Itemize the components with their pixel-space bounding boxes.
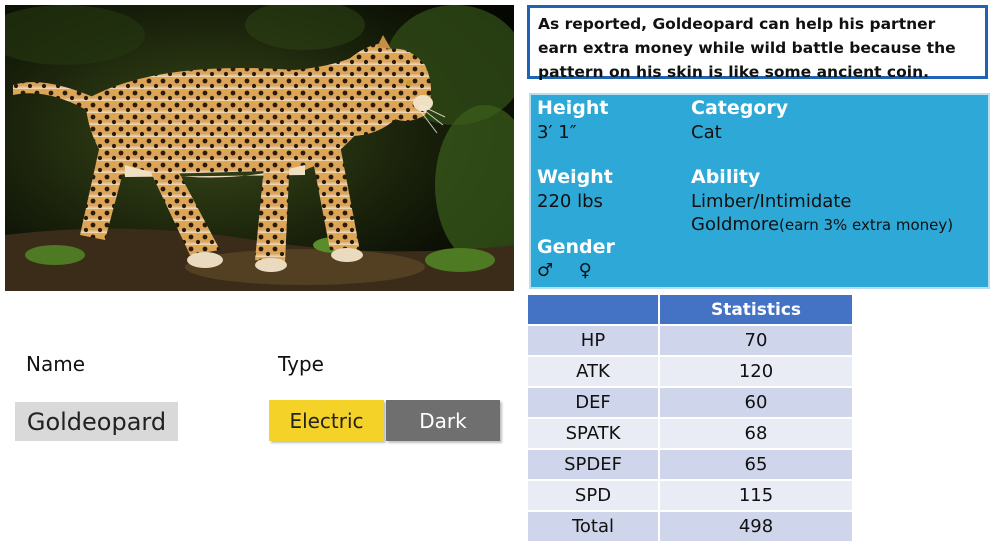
type-badge-electric: Electric (269, 400, 384, 441)
stat-value: 70 (660, 326, 854, 357)
description-text: As reported, Goldeopard can help his par… (538, 15, 956, 81)
stat-value: 65 (660, 450, 854, 481)
stats-table: Statistics HP 70 ATK 120 DEF 60 SPATK 68… (528, 295, 854, 543)
gender-values: ♂ ♀ (537, 260, 592, 281)
table-row: HP 70 (528, 326, 854, 357)
type-dark-label: Dark (419, 408, 467, 433)
height-label: Height (537, 97, 609, 119)
stat-value: 498 (660, 512, 854, 543)
gender-label: Gender (537, 236, 615, 258)
stat-label: HP (528, 326, 660, 357)
name-value-box: Goldeopard (15, 402, 178, 441)
info-panel: Height 3′ 1″ Category Cat Weight 220 lbs… (529, 93, 990, 289)
table-row: Total 498 (528, 512, 854, 543)
stat-label: ATK (528, 357, 660, 388)
weight-label: Weight (537, 166, 613, 188)
ability-goldmore: Goldmore (691, 214, 780, 235)
stat-label: SPD (528, 481, 660, 512)
category-label: Category (691, 97, 789, 119)
category-value: Cat (691, 122, 722, 143)
type-label: Type (278, 352, 324, 376)
table-row: SPD 115 (528, 481, 854, 512)
type-badge-dark: Dark (386, 400, 500, 441)
stat-value: 68 (660, 419, 854, 450)
male-icon: ♂ (537, 260, 554, 281)
ability-label: Ability (691, 166, 761, 188)
stat-label: Total (528, 512, 660, 543)
name-label: Name (26, 352, 86, 376)
table-row: SPDEF 65 (528, 450, 854, 481)
leopard-photo (5, 5, 514, 291)
stat-label: SPATK (528, 419, 660, 450)
stat-value: 60 (660, 388, 854, 419)
stat-value: 115 (660, 481, 854, 512)
stats-header: Statistics (660, 295, 854, 326)
stat-label: SPDEF (528, 450, 660, 481)
stat-value: 120 (660, 357, 854, 388)
female-icon: ♀ (578, 260, 592, 281)
description-box: As reported, Goldeopard can help his par… (527, 5, 988, 81)
stats-header-row: Statistics (528, 295, 854, 326)
weight-value: 220 lbs (537, 191, 603, 212)
name-value: Goldeopard (26, 407, 167, 436)
ability-line1: Limber/Intimidate (691, 191, 852, 212)
table-row: DEF 60 (528, 388, 854, 419)
stat-label: DEF (528, 388, 660, 419)
table-row: ATK 120 (528, 357, 854, 388)
table-row: SPATK 68 (528, 419, 854, 450)
type-electric-label: Electric (289, 408, 364, 433)
height-value: 3′ 1″ (537, 122, 577, 143)
ability-note: (earn 3% extra money) (779, 216, 954, 234)
stats-header-empty (528, 295, 660, 326)
ability-line2: Goldmore(earn 3% extra money) (691, 214, 953, 235)
